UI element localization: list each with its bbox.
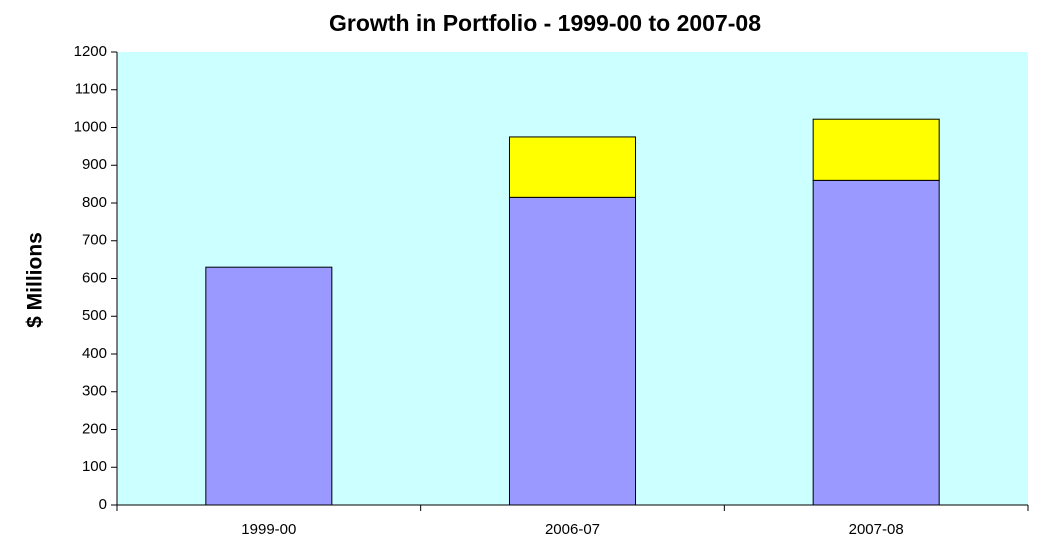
bar-segment	[508, 136, 637, 198]
y-tick-label: 1000	[74, 118, 107, 135]
y-tick-label: 400	[82, 345, 107, 362]
y-tick-label: 0	[99, 496, 107, 513]
y-tick-label: 300	[82, 383, 107, 400]
y-tick-label: 600	[82, 269, 107, 286]
y-tick-label: 100	[82, 458, 107, 475]
y-tick-label: 900	[82, 156, 107, 173]
y-tick-label: 500	[82, 307, 107, 324]
x-tick-label: 2007-08	[849, 521, 904, 538]
x-tick-label: 2006-07	[545, 521, 600, 538]
chart-title: Growth in Portfolio - 1999-00 to 2007-08	[329, 10, 761, 36]
bar-segment	[812, 179, 940, 506]
y-tick-label: 1100	[75, 81, 107, 98]
bar-segment	[205, 266, 333, 506]
bar-segment	[812, 118, 940, 181]
bar-segment	[508, 196, 637, 506]
x-tick-label: 1999-00	[241, 521, 296, 538]
y-tick-label: 1200	[74, 43, 107, 60]
y-tick-label: 700	[82, 232, 107, 249]
y-tick-label: 200	[82, 420, 107, 437]
y-tick-label: 800	[82, 194, 107, 211]
y-axis-label: $ Millions	[24, 232, 47, 328]
